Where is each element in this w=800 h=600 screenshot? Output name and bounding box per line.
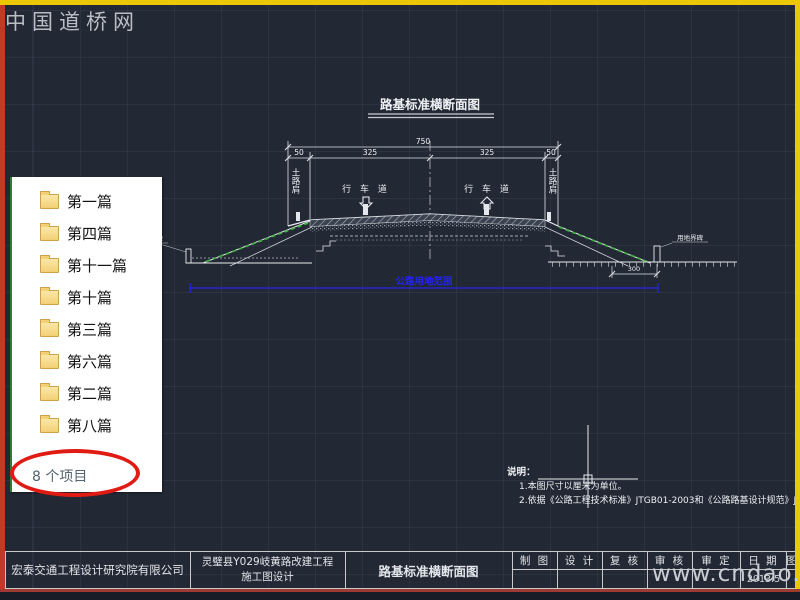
subbase-layer (310, 220, 545, 232)
folder-item-3[interactable]: 第十一篇 (12, 249, 162, 281)
bottom-margin (0, 592, 800, 600)
land-width-line: 公路用地范围 (189, 276, 659, 293)
folder-icon (40, 382, 59, 401)
crosshair-cursor (538, 425, 638, 508)
folder-label: 第四篇 (67, 224, 113, 243)
col-approved: 审 定 (693, 551, 740, 570)
drawing-title-text: 路基标准横断面图 (380, 97, 480, 112)
boundary-label-right: 用地界碑 (677, 233, 704, 242)
shoulder-label-left: 土路肩 (290, 167, 300, 194)
sheet-title: 路基标准横断面图 (378, 563, 479, 579)
sheet-border-right (795, 5, 800, 590)
folder-item-6[interactable]: 第六篇 (12, 345, 162, 377)
folder-item-5[interactable]: 第三篇 (12, 313, 162, 345)
folder-icon (40, 190, 59, 209)
folder-icon (40, 286, 59, 305)
down-arrow-icon (358, 196, 374, 210)
notes-header: 说明： (507, 467, 536, 478)
lane-label-right: 行 车 道 (464, 183, 512, 195)
right-embankment (544, 225, 737, 278)
sheet-border-left (0, 5, 5, 590)
folder-item-8[interactable]: 第八篇 (12, 409, 162, 441)
project-name: 灵璧县Y029岐黄路改建工程 施工图设计 (191, 552, 344, 588)
lane-label-left: 行 车 道 (342, 183, 390, 195)
project-line1: 灵璧县Y029岐黄路改建工程 (201, 556, 334, 568)
folder-icon (40, 318, 59, 337)
dim-total: 750 (416, 137, 431, 146)
sheet-border-top (0, 0, 800, 5)
drawing-notes: 说明： 1.本图尺寸以厘米为单位。 2.依据《公路工程技术标准》JTGB01-2… (507, 466, 800, 508)
title-block: 宏泰交通工程设计研究院有限公司 灵璧县Y029岐黄路改建工程 施工图设计 路基标… (0, 551, 800, 589)
folder-icon (40, 350, 59, 369)
col-designed: 设 计 (558, 551, 602, 570)
left-embankment (132, 220, 336, 267)
col-drawn-by: 制 图 (513, 551, 557, 570)
part-labels: 土路肩 土路肩 行 车 道 行 车 道 (290, 167, 557, 195)
folder-item-4[interactable]: 第十篇 (12, 281, 162, 313)
folder-icon (40, 254, 59, 273)
dim-seg-1: 325 (363, 148, 378, 157)
date-value: 2013.5 (746, 573, 781, 585)
folder-label: 第八篇 (67, 416, 113, 435)
folder-icon (40, 414, 59, 433)
folder-label: 第三篇 (67, 320, 113, 339)
folder-label: 第二篇 (67, 384, 113, 403)
folder-item-7[interactable]: 第二篇 (12, 377, 162, 409)
dimension-lines (284, 141, 562, 262)
dimension-labels: 750 50 325 325 50 (294, 137, 556, 157)
drawing-title: 路基标准横断面图 (368, 97, 494, 119)
ditch-dim: 300 (628, 265, 640, 273)
road-surface (287, 204, 559, 241)
sheet-border-bottom (0, 589, 800, 592)
dim-seg-3: 50 (546, 148, 556, 157)
dim-seg-0: 50 (294, 148, 304, 157)
col-date: 日 期 (741, 551, 786, 570)
folder-label: 第十一篇 (67, 256, 128, 275)
col-rechecked: 复 核 (603, 551, 647, 570)
folder-label: 第一篇 (67, 192, 113, 211)
folder-item-2[interactable]: 第四篇 (12, 217, 162, 249)
land-width-label: 公路用地范围 (395, 276, 452, 288)
project-line2: 施工图设计 (241, 571, 294, 583)
dim-seg-2: 325 (480, 148, 495, 157)
shoulder-label-right: 土路肩 (547, 167, 557, 194)
red-circle-annotation (10, 449, 140, 497)
col-reviewed: 审 核 (648, 551, 692, 570)
folder-label: 第十篇 (67, 288, 113, 307)
folder-icon (40, 222, 59, 241)
up-arrow-icon (479, 196, 495, 210)
company-name: 宏泰交通工程设计研究院有限公司 (11, 563, 184, 577)
folder-label: 第六篇 (67, 352, 113, 371)
note-line: 2.依据《公路工程技术标准》JTGB01-2003和《公路路基设计规范》JTG … (519, 496, 800, 506)
folder-item-1[interactable]: 第一篇 (12, 185, 162, 217)
folder-panel: 第一篇 第四篇 第十一篇 第十篇 第三篇 第六篇 第二篇 第八篇 8 个项目 (10, 177, 162, 497)
col-sheet-no: 图 (786, 551, 797, 570)
note-line: 1.本图尺寸以厘米为单位。 (519, 482, 627, 492)
